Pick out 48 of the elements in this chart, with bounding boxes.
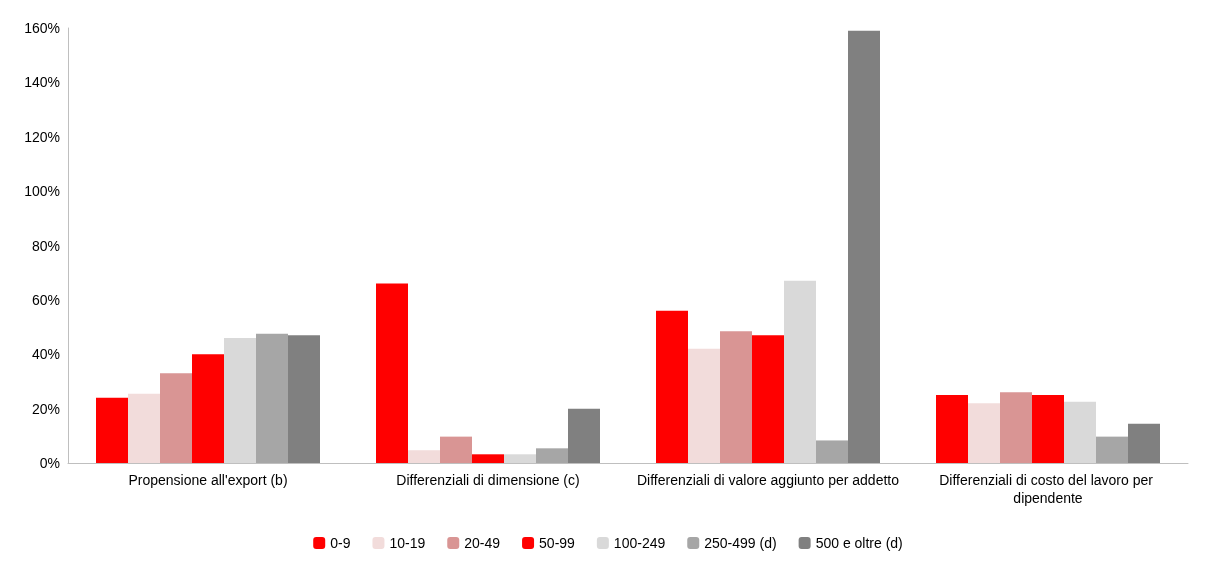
bar — [1064, 401, 1096, 463]
x-tick-label: Differenziali di valore aggiunto per addetto — [636, 472, 900, 488]
y-tick-label: 40% — [31, 346, 60, 363]
bar — [256, 333, 288, 463]
legend-label: 20-49 — [464, 535, 501, 551]
bar — [720, 331, 752, 463]
bar — [848, 30, 880, 463]
bar — [96, 397, 128, 463]
y-tick-label: 20% — [31, 400, 60, 417]
x-tick-label: Differenziali di costo del lavoro per dipendente — [939, 472, 1157, 506]
x-tick-label: Propensione all'export (b) — [128, 472, 288, 488]
bar — [536, 448, 568, 463]
legend-label: 250-499 (d) — [704, 535, 777, 551]
y-tick-label: 140% — [24, 74, 60, 91]
y-tick-label: 0% — [39, 455, 60, 471]
legend-label: 500 e oltre (d) — [815, 535, 903, 551]
bar — [816, 440, 848, 463]
bar — [568, 408, 600, 463]
y-tick-label: 60% — [31, 291, 60, 308]
y-tick-label: 120% — [24, 128, 60, 145]
bar — [1096, 436, 1128, 463]
y-tick-label: 100% — [24, 183, 60, 200]
bar — [224, 337, 256, 463]
bar — [408, 450, 440, 463]
bar — [128, 393, 160, 463]
y-tick-label: 160% — [24, 20, 60, 36]
bar — [688, 348, 720, 463]
bar — [160, 373, 192, 463]
bar — [1000, 392, 1032, 463]
bar — [752, 335, 784, 463]
bar — [288, 335, 320, 463]
bar — [472, 454, 504, 463]
legend-label: 50-99 — [539, 535, 576, 551]
legend-label: 0-9 — [330, 535, 351, 551]
bar — [1032, 395, 1064, 463]
bar — [504, 454, 536, 463]
bar — [1128, 423, 1160, 463]
bar — [784, 280, 816, 463]
bar — [376, 283, 408, 463]
bar — [440, 436, 472, 463]
x-tick-label: Differenziali di dimensione (c) — [396, 472, 580, 488]
bar — [936, 395, 968, 463]
legend-label: 100-249 — [613, 535, 666, 551]
y-tick-label: 80% — [31, 237, 60, 254]
bar — [192, 354, 224, 463]
bar — [968, 403, 1000, 463]
bar — [656, 310, 688, 463]
legend-label: 10-19 — [389, 535, 426, 551]
